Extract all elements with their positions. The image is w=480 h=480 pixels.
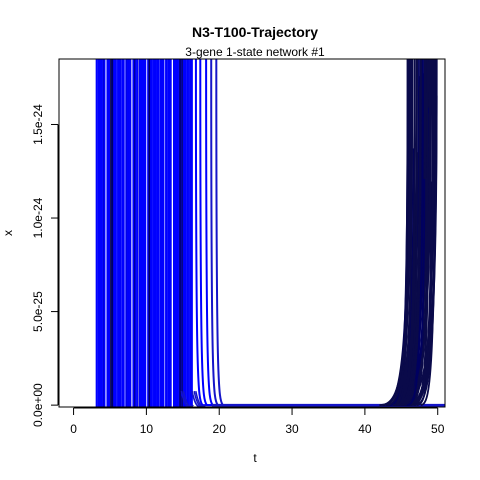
plot-lines bbox=[95, 59, 445, 407]
y-tick-label: 5.0e-25 bbox=[31, 291, 45, 332]
x-axis-label: t bbox=[253, 451, 257, 465]
x-tick-label: 20 bbox=[213, 422, 227, 436]
trajectory-line bbox=[182, 390, 194, 407]
x-tick-label: 30 bbox=[285, 422, 299, 436]
trajectory-line bbox=[398, 59, 422, 407]
x-tick-label: 10 bbox=[140, 422, 154, 436]
chart-subtitle: 3-gene 1-state network #1 bbox=[185, 45, 325, 59]
trajectory-line bbox=[414, 59, 438, 407]
x-tick-label: 0 bbox=[70, 422, 77, 436]
trajectory-line bbox=[379, 59, 413, 407]
y-tick-label: 0.0e+00 bbox=[31, 383, 45, 427]
trajectory-line bbox=[191, 390, 203, 407]
x-tick-label: 40 bbox=[358, 422, 372, 436]
chart-title: N3-T100-Trajectory bbox=[192, 24, 318, 40]
x-axis: 0 10 20 30 40 50 bbox=[70, 407, 445, 436]
trajectory-line bbox=[205, 59, 445, 407]
trajectory-line bbox=[210, 59, 445, 407]
trajectory-line bbox=[180, 390, 192, 407]
trajectory-line bbox=[397, 59, 433, 407]
trajectory-line bbox=[195, 390, 207, 407]
y-tick-label: 1.0e-24 bbox=[31, 197, 45, 238]
x-tick-label: 50 bbox=[431, 422, 445, 436]
y-tick-label: 1.5e-24 bbox=[31, 104, 45, 145]
trajectory-line bbox=[215, 59, 445, 407]
y-axis: 0.0e+00 5.0e-25 1.0e-24 1.5e-24 bbox=[31, 104, 59, 427]
plot-frame bbox=[58, 58, 446, 408]
trajectory-line bbox=[199, 59, 445, 407]
y-axis-label: x bbox=[1, 230, 15, 236]
trajectory-line bbox=[407, 59, 424, 407]
trajectory-line bbox=[194, 59, 445, 407]
